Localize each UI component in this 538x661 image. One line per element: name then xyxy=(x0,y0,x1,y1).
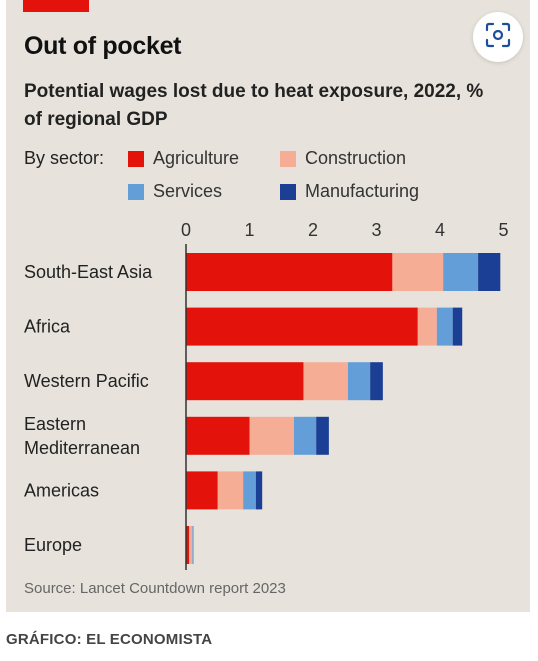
bar-segment xyxy=(303,362,348,401)
bar-segment xyxy=(243,471,256,510)
bar-segment xyxy=(217,471,244,510)
legend-label: Manufacturing xyxy=(305,181,420,201)
photo-credit: GRÁFICO: EL ECONOMISTA xyxy=(6,631,213,648)
brand-tag xyxy=(23,0,89,12)
bar-segment xyxy=(186,253,393,291)
bar-segment xyxy=(255,471,263,510)
bar-segment xyxy=(370,362,383,401)
legend-label: Construction xyxy=(305,148,407,168)
x-tick-label: 3 xyxy=(371,220,381,240)
bar-segment xyxy=(452,307,463,346)
bar-segment xyxy=(192,526,194,564)
bar-segment xyxy=(347,362,371,401)
category-label: South-East Asia xyxy=(24,262,153,282)
legend-item-manufacturing: Manufacturing xyxy=(280,181,419,202)
legend-label: Agriculture xyxy=(153,148,240,168)
legend-item-services: Services xyxy=(128,181,222,202)
scan-button[interactable] xyxy=(473,12,523,62)
bar-segment xyxy=(186,362,304,401)
x-tick-label: 5 xyxy=(498,220,508,240)
legend-label: Services xyxy=(153,181,223,201)
bar-segment xyxy=(436,307,453,346)
category-label: Africa xyxy=(24,317,71,337)
chart-card: Out of pocket Potential wages lost due t… xyxy=(6,0,530,612)
legend-swatch xyxy=(128,150,144,167)
bar-segment xyxy=(186,526,190,564)
source-note: Source: Lancet Countdown report 2023 xyxy=(24,580,286,597)
bar-segment xyxy=(443,253,479,291)
bar-segment xyxy=(293,416,317,455)
bar-segment xyxy=(249,416,294,455)
category-label: Europe xyxy=(24,535,82,555)
chart-subtitle: Potential wages lost due to heat exposur… xyxy=(24,81,484,130)
bar-chart: 0 1 2 3 4 5 South-East Asia Africa Western Pacif… xyxy=(24,220,509,570)
chart-title: Out of pocket xyxy=(24,32,182,60)
x-tick-label: 2 xyxy=(308,220,318,240)
x-tick-label: 1 xyxy=(244,220,254,240)
bar-segment xyxy=(417,307,437,346)
legend-swatch xyxy=(280,150,296,167)
bar-segment xyxy=(186,471,218,510)
bar-segment xyxy=(316,416,329,455)
bar-segment xyxy=(186,307,418,346)
legend-swatch xyxy=(128,183,144,200)
category-label: Americas xyxy=(24,480,99,500)
legend-item-construction: Construction xyxy=(280,148,406,169)
legend-swatch xyxy=(280,183,296,200)
x-tick-label: 0 xyxy=(181,220,191,240)
category-label: Western Pacific xyxy=(24,371,149,391)
bar-segment xyxy=(189,526,193,564)
scan-icon xyxy=(485,22,511,53)
legend-title: By sector: xyxy=(24,148,105,168)
bar-segment xyxy=(186,416,250,455)
category-label: Eastern Mediterranean xyxy=(24,414,140,458)
bar-segment xyxy=(478,253,501,291)
legend-item-agriculture: Agriculture xyxy=(128,148,239,169)
bar-segment xyxy=(392,253,444,291)
x-tick-label: 4 xyxy=(435,220,445,240)
